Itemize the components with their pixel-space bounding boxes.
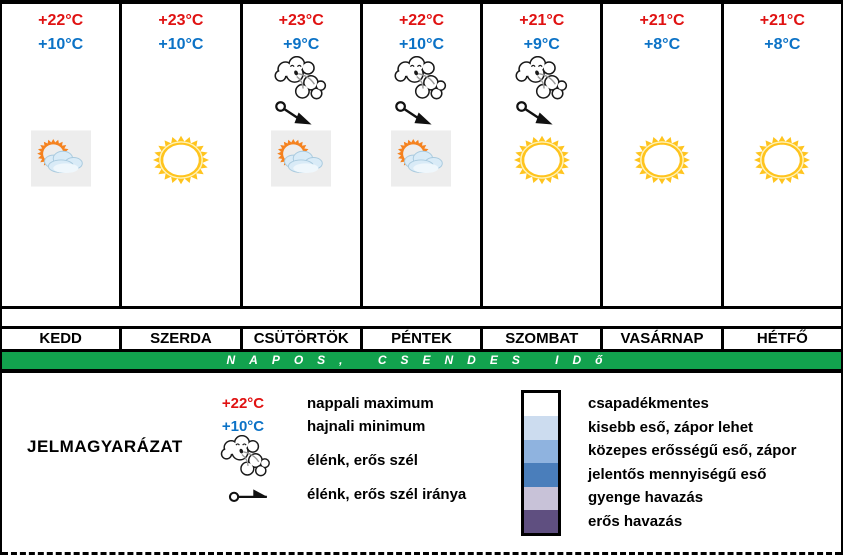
day-min-temp: +8°C (643, 36, 681, 53)
legend-label-wind-direction: élénk, erős szél iránya (307, 486, 467, 503)
legend-min-temp-sample: +10°C (221, 418, 265, 435)
scale-swatch (524, 416, 558, 440)
day-header-row: KEDD SZERDA CSÜTÖRTÖK PÉNTEK SZOMBAT VASÁRNAP… (2, 326, 841, 352)
wind-cloud-icon (216, 435, 276, 482)
weather-icon-slot (271, 130, 331, 196)
partly-cloudy-icon (31, 130, 91, 187)
scale-label: kisebb eső, zápor lehet (588, 418, 754, 436)
day-name: PÉNTEK (363, 329, 484, 349)
weather-icon-slot (31, 130, 91, 196)
wind-direction-icon (391, 100, 437, 130)
day-min-temp: +10°C (38, 36, 84, 53)
day-name: SZOMBAT (483, 329, 604, 349)
wind-direction-icon (228, 487, 272, 502)
scale-label: közepes erősségű eső, zápor (588, 442, 797, 460)
day-min-temp: +9°C (523, 36, 560, 53)
sun-icon (148, 130, 214, 190)
spacer-row (2, 309, 841, 326)
day-name: KEDD (2, 329, 123, 349)
scale-swatch (524, 393, 558, 417)
wind-slot (269, 56, 333, 130)
scale-label: erős havazás (588, 513, 683, 530)
legend-label-min: hajnali minimum (307, 418, 426, 435)
wind-cloud-icon (389, 56, 453, 105)
day-column: +21°C +8°C (603, 4, 724, 306)
day-max-temp: +22°C (398, 12, 445, 29)
scale-swatch (524, 509, 558, 534)
forecast-table: +22°C +10°C +23°C +10°C +23°C +9°C (2, 0, 841, 309)
legend-max-temp-sample: +22°C (221, 395, 265, 412)
day-column: +23°C +9°C (243, 4, 363, 306)
sun-icon (749, 130, 815, 190)
day-max-temp: +21°C (519, 12, 565, 29)
summary-banner-text: NAPOS, CSENDES IDő (226, 353, 617, 367)
weather-icon-slot (629, 130, 695, 196)
wind-slot (389, 56, 453, 130)
day-max-temp: +22°C (38, 12, 84, 29)
legend-label-max: nappali maximum (307, 395, 434, 412)
legend-label-wind: élénk, erős szél (307, 452, 418, 469)
legend-section: JELMAGYARÁZAT +22°C +10°C nappali maximu… (2, 369, 841, 555)
day-name: CSÜTÖRTÖK (243, 329, 363, 349)
scale-label: jelentős mennyiségű eső (588, 465, 767, 483)
legend-title: JELMAGYARÁZAT (27, 437, 183, 456)
scale-swatch (524, 486, 558, 510)
day-min-temp: +9°C (283, 36, 320, 53)
day-min-temp: +10°C (158, 36, 204, 53)
day-min-temp: +8°C (764, 36, 801, 53)
day-name: SZERDA (122, 329, 243, 349)
summary-banner: NAPOS, CSENDES IDő (2, 352, 841, 369)
day-column: +22°C +10°C (2, 4, 123, 306)
wind-direction-icon (271, 100, 317, 130)
day-max-temp: +21°C (639, 12, 685, 29)
weather-icon-slot (749, 130, 815, 196)
day-column: +22°C +10°C (363, 4, 484, 306)
weather-icon-slot (509, 130, 575, 196)
day-column: +21°C +8°C (724, 4, 841, 306)
day-max-temp: +23°C (278, 12, 324, 29)
weather-icon-slot (148, 130, 214, 196)
day-max-temp: +21°C (759, 12, 805, 29)
wind-cloud-icon (510, 56, 574, 105)
day-name: VASÁRNAP (603, 329, 724, 349)
weather-icon-slot (391, 130, 451, 196)
sun-icon (509, 130, 575, 190)
day-min-temp: +10°C (398, 36, 445, 53)
sun-icon (629, 130, 695, 190)
wind-cloud-icon (269, 56, 333, 105)
day-max-temp: +23°C (158, 12, 204, 29)
wind-slot (510, 56, 574, 130)
scale-swatch (524, 463, 558, 487)
day-column: +23°C +10°C (122, 4, 243, 306)
scale-label: csapadékmentes (588, 395, 709, 412)
partly-cloudy-icon (391, 130, 451, 187)
day-column: +21°C +9°C (483, 4, 604, 306)
partly-cloudy-icon (271, 130, 331, 187)
scale-label: gyenge havazás (588, 489, 704, 507)
day-name: HÉTFŐ (756, 330, 808, 347)
precipitation-scale (521, 390, 561, 537)
scale-swatch (524, 439, 558, 464)
wind-direction-icon (512, 100, 558, 130)
